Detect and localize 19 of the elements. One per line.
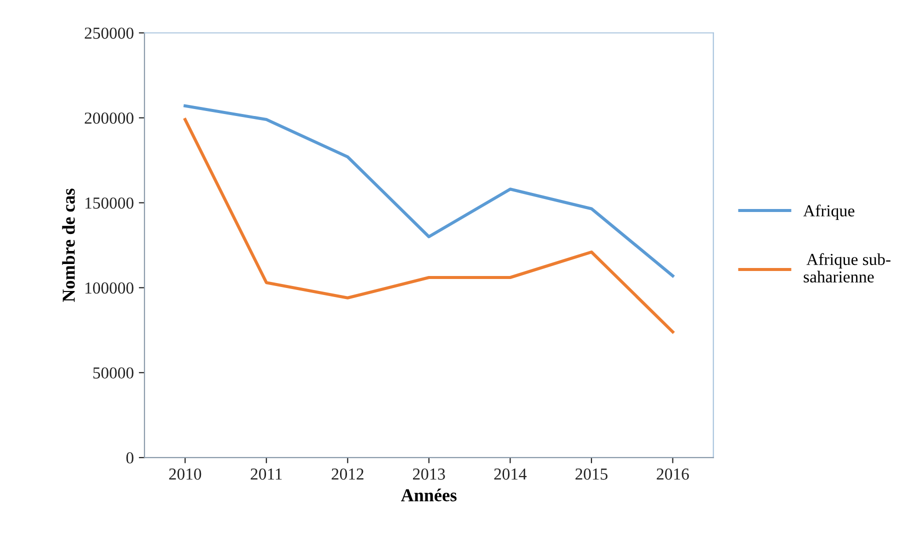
y-tick-label: 150000 [86,197,134,209]
y-tick-label: 0 [126,452,134,464]
line-series [184,118,674,334]
x-tick-label: 2011 [250,468,282,480]
x-tick-label: 2013 [412,468,445,480]
x-tick-label: 2014 [494,468,527,480]
y-tick-label: 250000 [84,28,134,39]
y-tick-label: 100000 [86,282,134,294]
line-series [184,104,674,278]
x-tick-label: 2016 [656,468,689,480]
legend-label: Afrique sub- saharienne [804,253,890,283]
x-tick-label: 2012 [332,468,364,480]
x-tick-label: 2015 [576,468,608,480]
x-tick-label: 2010 [169,468,202,480]
y-axis-title: Nombre de cas [62,188,75,302]
y-tick-label: 200000 [84,112,134,124]
y-tick-label: 50000 [93,367,134,379]
x-axis-title: Années [401,488,457,502]
legend-label: Afrique [803,204,854,220]
